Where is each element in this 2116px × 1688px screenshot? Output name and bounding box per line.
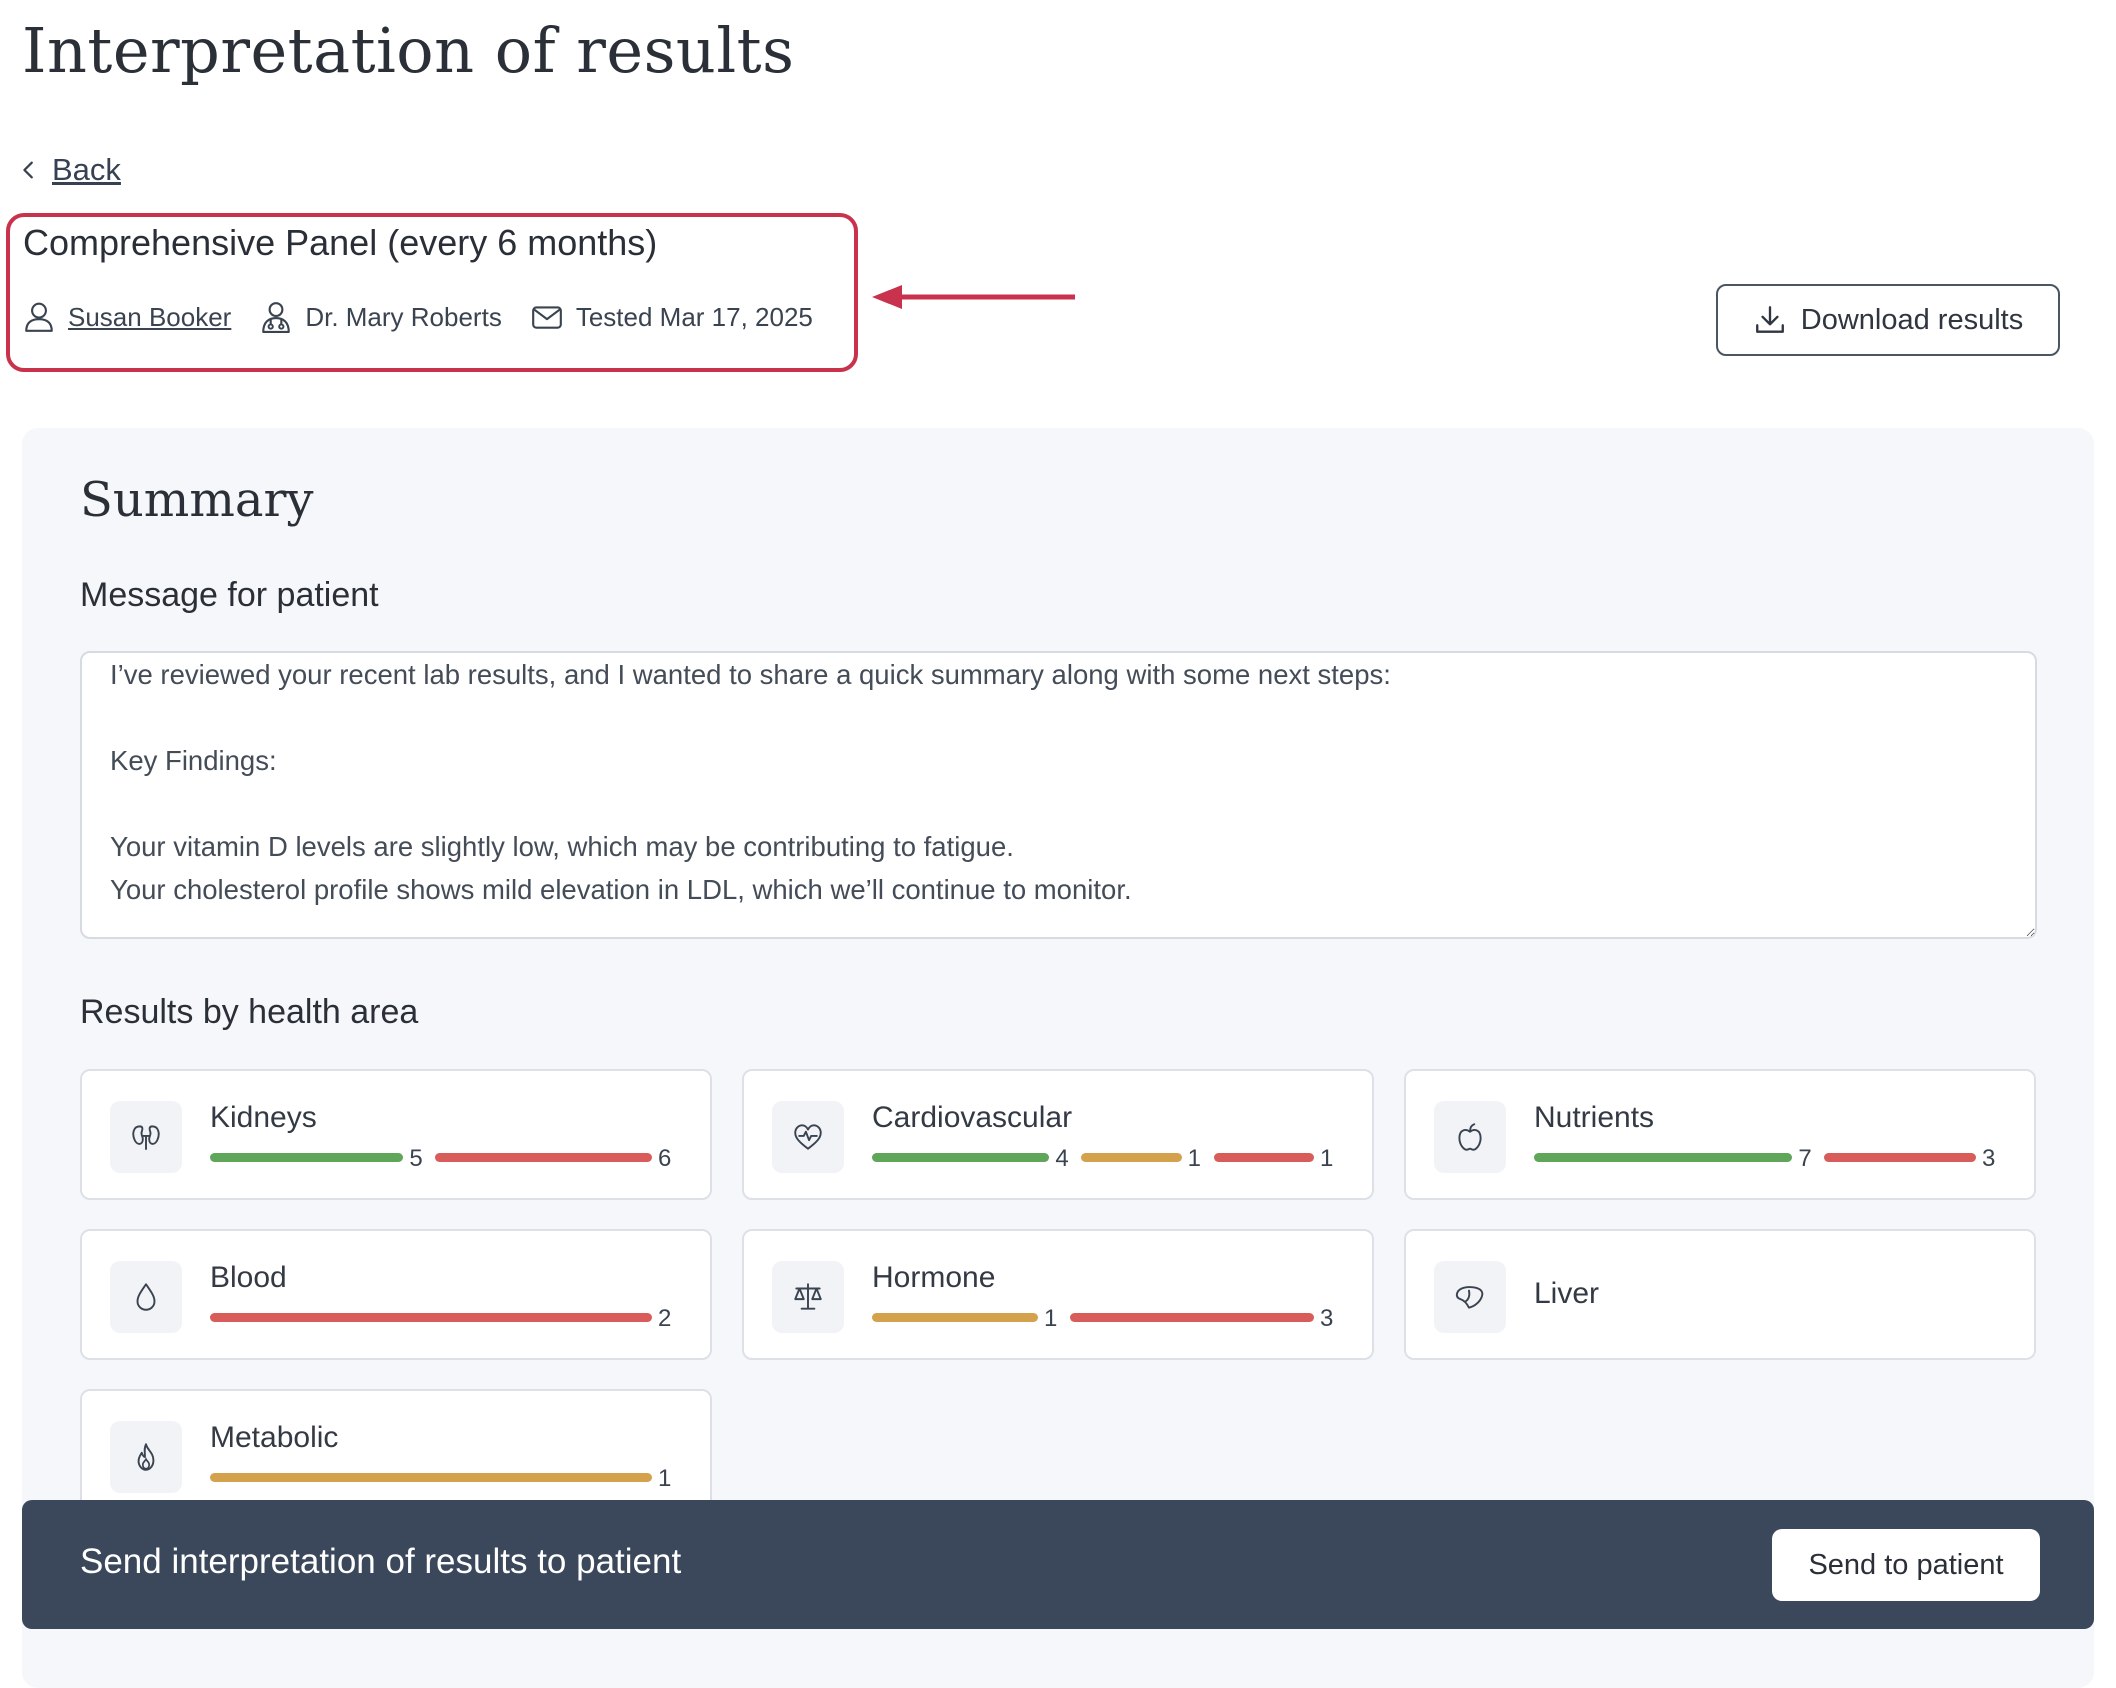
area-name: Kidneys (210, 1101, 317, 1134)
result-bar-borderline (872, 1313, 1039, 1322)
result-count: 3 (1320, 1305, 1334, 1332)
download-icon (1755, 306, 1784, 333)
area-card-metabolic[interactable]: Metabolic 1 (80, 1389, 712, 1520)
kidneys-icon (132, 1125, 160, 1150)
result-bar-out-of-range (1824, 1153, 1976, 1162)
kidneys-icon-wrap (110, 1101, 182, 1173)
send-banner: Send interpretation of results to patien… (22, 1500, 2094, 1629)
download-results-button[interactable]: Download results (1716, 284, 2060, 356)
scale-icon (794, 1283, 822, 1310)
meta-doctor: Dr. Mary Roberts (259, 300, 502, 334)
area-name: Metabolic (210, 1421, 339, 1454)
patient-link[interactable]: Susan Booker (68, 301, 232, 332)
area-name: Blood (210, 1261, 287, 1294)
meta-tested: Tested Mar 17, 2025 (530, 300, 813, 334)
result-bar-borderline (210, 1473, 652, 1482)
flame-icon-wrap (110, 1421, 182, 1493)
result-bar-normal (872, 1153, 1050, 1162)
doctor-name: Dr. Mary Roberts (305, 301, 502, 332)
droplet-icon (136, 1283, 156, 1311)
send-banner-text: Send interpretation of results to patien… (80, 1542, 682, 1581)
liver-icon (1455, 1286, 1484, 1309)
area-result-bars: 1 (210, 1465, 684, 1495)
apple-icon-wrap (1434, 1101, 1506, 1173)
area-result-bars: 4 1 1 (872, 1145, 1346, 1175)
area-result-bars (1534, 1305, 2008, 1335)
patient-message-textarea[interactable]: I’ve reviewed your recent lab results, a… (80, 651, 2037, 939)
message-line (110, 782, 2007, 825)
message-label: Message for patient (80, 576, 379, 614)
result-count: 5 (409, 1145, 423, 1172)
panel-meta: Susan Booker Dr. Mary Roberts Tested Mar… (22, 300, 841, 334)
panel-title: Comprehensive Panel (every 6 months) (23, 222, 658, 263)
areas-label: Results by health area (80, 993, 419, 1031)
result-count: 3 (1982, 1145, 1996, 1172)
chevron-left-icon (23, 161, 33, 179)
heart-pulse-icon (794, 1124, 822, 1150)
message-line: Your cholesterol profile shows mild elev… (110, 874, 1132, 905)
tested-date: Tested Mar 17, 2025 (575, 301, 813, 332)
page-title: Interpretation of results (22, 14, 795, 87)
result-bar-out-of-range (1213, 1153, 1314, 1162)
highlight-frame (6, 213, 858, 372)
liver-icon-wrap (1434, 1261, 1506, 1333)
area-card-liver[interactable]: Liver (1404, 1229, 2036, 1360)
result-bar-out-of-range (1070, 1313, 1314, 1322)
apple-icon (1458, 1123, 1482, 1151)
doctor-icon (262, 302, 291, 333)
result-count: 2 (658, 1305, 672, 1332)
area-name: Liver (1534, 1277, 1600, 1310)
annotation-arrow-icon (872, 285, 1075, 309)
heart-icon-wrap (772, 1101, 844, 1173)
flame-icon (137, 1443, 155, 1471)
message-line: Your vitamin D levels are slightly low, … (110, 831, 1014, 862)
back-link[interactable]: Back (18, 152, 121, 188)
area-card-cardiovascular[interactable]: Cardiovascular 4 1 1 (742, 1069, 1374, 1200)
result-count: 4 (1055, 1145, 1069, 1172)
meta-patient: Susan Booker (22, 300, 231, 334)
result-bar-out-of-range (210, 1313, 652, 1322)
result-bar-out-of-range (435, 1153, 652, 1162)
result-count: 7 (1798, 1145, 1812, 1172)
download-label: Download results (1800, 303, 2024, 336)
area-name: Hormone (872, 1261, 996, 1294)
area-name: Nutrients (1534, 1101, 1655, 1134)
result-count: 1 (1320, 1145, 1334, 1172)
result-bar-borderline (1081, 1153, 1182, 1162)
area-name: Cardiovascular (872, 1101, 1073, 1134)
message-line (110, 696, 2007, 739)
result-count: 1 (1044, 1305, 1058, 1332)
droplet-icon-wrap (110, 1261, 182, 1333)
area-result-bars: 2 (210, 1305, 684, 1335)
result-count: 6 (658, 1145, 672, 1172)
send-to-patient-button[interactable]: Send to patient (1772, 1529, 2040, 1601)
user-icon (25, 302, 53, 332)
mail-icon (531, 306, 562, 329)
back-label: Back (52, 152, 121, 187)
message-line: Key Findings: (110, 745, 277, 776)
area-card-blood[interactable]: Blood 2 (80, 1229, 712, 1360)
result-count: 1 (1187, 1145, 1202, 1172)
result-bar-normal (210, 1153, 404, 1162)
message-line: I’ve reviewed your recent lab results, a… (110, 659, 1391, 690)
summary-title: Summary (80, 472, 314, 528)
result-count: 1 (658, 1465, 672, 1492)
result-bar-normal (1534, 1153, 1793, 1162)
scale-icon-wrap (772, 1261, 844, 1333)
